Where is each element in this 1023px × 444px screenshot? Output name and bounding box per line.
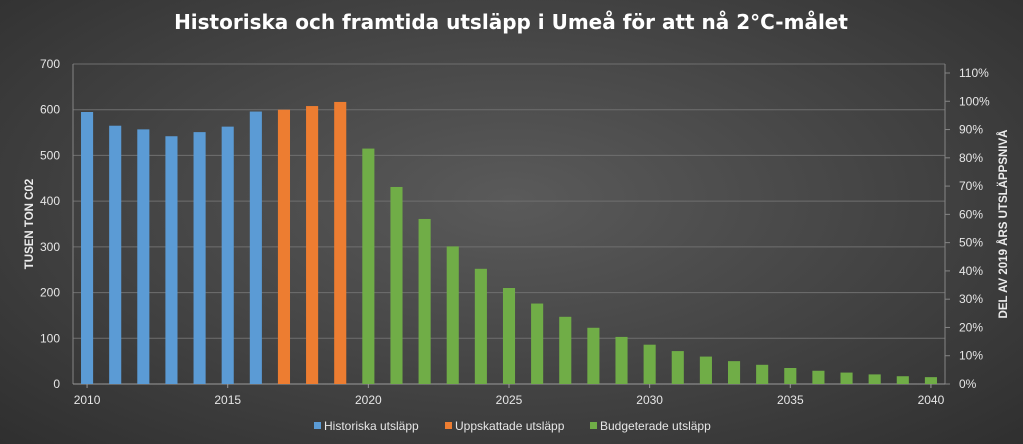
x-tick-label: 2015 <box>214 393 241 407</box>
y2-tick-label: 30% <box>959 292 983 306</box>
x-tick-label: 2010 <box>74 393 101 407</box>
bar <box>924 377 937 384</box>
bar <box>81 112 94 384</box>
x-tick-label: 2030 <box>636 393 663 407</box>
bar <box>277 109 291 384</box>
bar <box>756 364 769 384</box>
y-axis-ticks: 0 100 200 300 400 500 600 700 <box>40 57 60 391</box>
bar <box>137 129 150 384</box>
y2-tick-label: 60% <box>959 207 983 221</box>
y-tick-label: 500 <box>40 148 60 162</box>
y2-tick-label: 10% <box>959 349 983 363</box>
y-tick-label: 0 <box>53 377 60 391</box>
bar <box>221 126 234 384</box>
y2-axis-ticks: 0% 10% 20% 30% 40% 50% 60% 70% 80% 90% 100% 110% <box>945 66 990 391</box>
bar <box>727 361 741 384</box>
gridlines <box>72 63 946 385</box>
bar <box>559 316 572 384</box>
bar <box>390 186 403 384</box>
bar <box>784 368 797 384</box>
legend-swatch <box>590 422 597 429</box>
y2-tick-label: 80% <box>959 151 983 165</box>
y2-tick-label: 50% <box>959 236 983 250</box>
bar <box>474 268 487 384</box>
bar <box>812 370 825 384</box>
bar <box>615 336 628 384</box>
bars <box>81 101 937 385</box>
y2-tick-label: 110% <box>959 66 989 80</box>
bar <box>334 101 347 384</box>
y-tick-label: 300 <box>40 240 60 254</box>
bar <box>306 106 319 385</box>
bar <box>896 376 909 384</box>
bar <box>418 218 431 384</box>
x-tick-label: 2035 <box>777 393 804 407</box>
bar <box>193 132 206 384</box>
y-tick-label: 600 <box>40 103 60 117</box>
legend: Historiska utsläpp Uppskattade utsläpp Bud… <box>314 419 711 433</box>
y2-tick-label: 40% <box>959 264 983 278</box>
bar <box>699 356 712 384</box>
y-tick-label: 700 <box>40 57 60 71</box>
y-axis-title: TUSEN TON C02 <box>24 179 36 270</box>
bar <box>502 288 516 384</box>
y-tick-label: 400 <box>40 194 60 208</box>
legend-label: Historiska utsläpp <box>324 419 419 433</box>
bar <box>362 148 375 384</box>
x-tick-label: 2040 <box>918 393 945 407</box>
bar <box>868 374 881 384</box>
bar <box>587 327 600 384</box>
chart-title: Historiska och framtida utsläpp i Umeå f… <box>174 10 848 34</box>
y2-axis-title: DEL AV 2019 ÅRS UTSLÄPPSNIVÅ <box>997 130 1010 319</box>
bar <box>165 136 178 384</box>
x-tick-label: 2025 <box>496 393 523 407</box>
legend-label: Uppskattade utsläpp <box>455 419 565 433</box>
x-axis-ticks: 2010 2015 2020 2025 2030 2035 2040 <box>74 384 945 407</box>
bar <box>671 351 684 384</box>
y-tick-label: 100 <box>40 331 60 345</box>
bar <box>840 372 853 384</box>
legend-swatch <box>445 422 452 429</box>
legend-label: Budgeterade utsläpp <box>600 419 711 433</box>
y2-tick-label: 20% <box>959 320 983 334</box>
y2-tick-label: 0% <box>959 377 977 391</box>
y-tick-label: 200 <box>40 286 60 300</box>
y2-tick-label: 70% <box>959 179 983 193</box>
y2-tick-label: 90% <box>959 123 983 137</box>
y2-tick-label: 100% <box>959 94 990 108</box>
legend-swatch <box>314 422 321 429</box>
bar <box>109 125 122 384</box>
bar <box>643 344 656 384</box>
x-tick-label: 2020 <box>355 393 382 407</box>
bar <box>531 303 544 384</box>
bar <box>249 111 262 385</box>
bar <box>446 246 459 384</box>
